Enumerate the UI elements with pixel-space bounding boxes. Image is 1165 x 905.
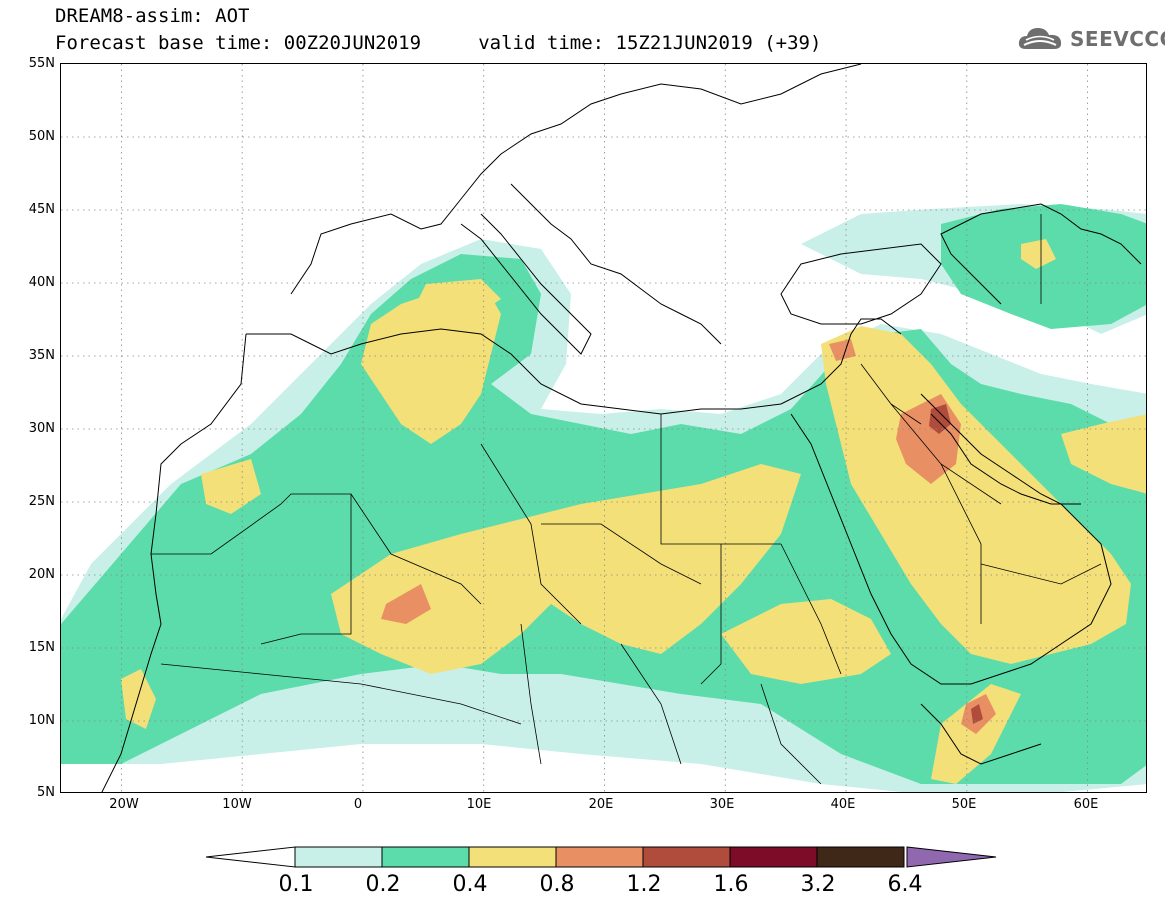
- lat-label: 15N: [28, 640, 55, 655]
- colorbar-label: 0.8: [539, 872, 575, 897]
- colorbar-label: 3.2: [800, 872, 836, 897]
- aot-high-region: [381, 584, 431, 624]
- lat-label: 5N: [37, 785, 55, 800]
- aot-moderate-region: [416, 279, 501, 319]
- colorbar-label: 6.4: [887, 872, 923, 897]
- lat-label: 30N: [28, 421, 55, 436]
- lon-label: 20W: [109, 797, 139, 812]
- colorbar-under-arrow: [206, 846, 296, 868]
- colorbar-segment: [555, 846, 644, 868]
- lat-label: 50N: [28, 129, 55, 144]
- lon-label: 50E: [951, 797, 977, 812]
- colorbar-label: 1.2: [626, 872, 662, 897]
- seevccc-logo: SEEVCCC: [1016, 22, 1165, 56]
- lat-label: 10N: [28, 713, 55, 728]
- aot-contours: [61, 204, 1146, 792]
- colorbar-segment: [468, 846, 557, 868]
- country-borders: [151, 214, 1102, 785]
- cloud-icon: [1018, 28, 1062, 49]
- aot-moderate-region: [331, 464, 801, 674]
- lon-label: 20E: [588, 797, 614, 812]
- colorbar-label: 0.4: [452, 872, 488, 897]
- colorbar-segment: [816, 846, 905, 868]
- aot-moderate-region: [361, 279, 501, 444]
- aot-very-high-region: [929, 404, 951, 434]
- colorbar-label: 0.2: [365, 872, 401, 897]
- aot-low-region: [941, 204, 1146, 329]
- aot-very-high-region: [971, 704, 983, 724]
- aot-moderate-region: [121, 669, 156, 729]
- lat-label: 35N: [28, 348, 55, 363]
- aot-moderate-region: [201, 459, 261, 514]
- aot-map[interactable]: [60, 63, 1147, 793]
- lon-label: 40E: [830, 797, 856, 812]
- colorbar-segment: [294, 846, 383, 868]
- colorbar-over-arrow: [906, 846, 997, 868]
- lon-label: 30E: [709, 797, 735, 812]
- aot-field: [61, 64, 1146, 792]
- logo-text: SEEVCCC: [1070, 27, 1165, 51]
- aot-colorbar: [206, 846, 997, 868]
- lon-label: 0: [353, 797, 363, 812]
- chart-title: DREAM8-assim: AOT: [55, 5, 250, 27]
- lat-label: 40N: [28, 275, 55, 290]
- colorbar-segment: [729, 846, 818, 868]
- aot-moderate-region: [1061, 414, 1146, 494]
- colorbar-label: 1.6: [713, 872, 749, 897]
- lat-label: 20N: [28, 567, 55, 582]
- lon-label: 10E: [466, 797, 492, 812]
- aot-high-region: [829, 339, 856, 361]
- colorbar-segment: [381, 846, 470, 868]
- chart-subtitle: Forecast base time: 00Z20JUN2019 valid t…: [55, 32, 822, 54]
- lat-label: 55N: [28, 56, 55, 71]
- aot-moderate-region: [1021, 239, 1056, 269]
- lat-label: 25N: [28, 494, 55, 509]
- lon-label: 60E: [1073, 797, 1099, 812]
- colorbar-segment: [642, 846, 731, 868]
- lon-label: 10W: [222, 797, 252, 812]
- lat-label: 45N: [28, 202, 55, 217]
- graticule: [61, 64, 1146, 792]
- colorbar-label: 0.1: [278, 872, 314, 897]
- aot-moderate-region: [721, 599, 891, 684]
- aot-moderate-region: [821, 326, 1131, 664]
- coastlines: [101, 64, 1142, 792]
